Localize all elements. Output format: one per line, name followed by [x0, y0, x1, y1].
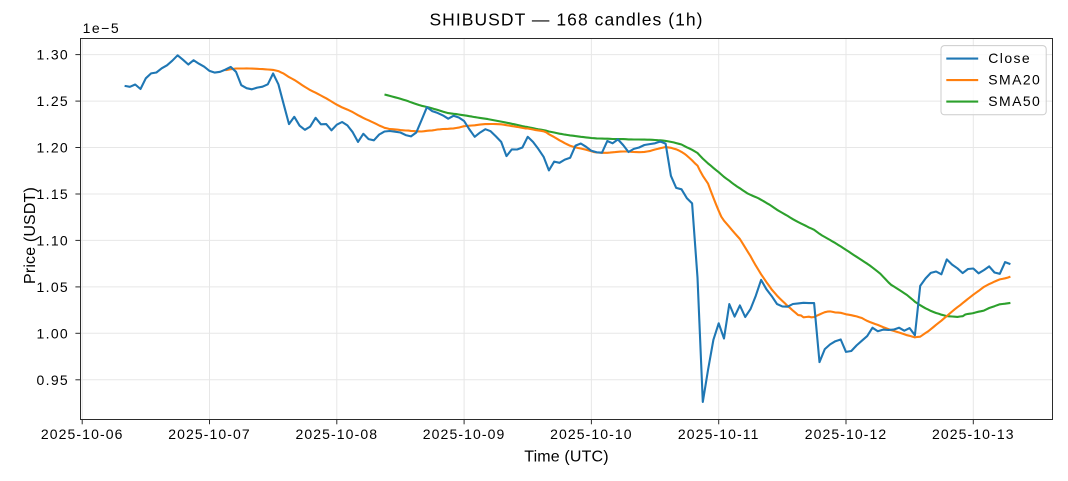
svg-text:SHIBUSDT — 168 candles (1h): SHIBUSDT — 168 candles (1h) — [429, 10, 703, 30]
svg-text:1.10: 1.10 — [37, 233, 69, 249]
svg-text:2025-10-11: 2025-10-11 — [678, 426, 760, 442]
svg-text:1.05: 1.05 — [37, 279, 69, 295]
svg-text:1e−5: 1e−5 — [83, 20, 121, 36]
svg-text:1.00: 1.00 — [37, 325, 69, 341]
svg-text:SMA50: SMA50 — [988, 93, 1041, 109]
svg-text:Time (UTC): Time (UTC) — [524, 449, 608, 466]
svg-text:1.15: 1.15 — [37, 186, 69, 202]
svg-text:2025-10-09: 2025-10-09 — [423, 426, 506, 442]
svg-text:Price (USDT): Price (USDT) — [22, 187, 39, 284]
svg-text:1.30: 1.30 — [37, 47, 69, 63]
svg-text:1.20: 1.20 — [37, 140, 69, 156]
svg-text:0.95: 0.95 — [37, 372, 69, 388]
svg-text:2025-10-12: 2025-10-12 — [805, 426, 888, 442]
svg-text:2025-10-07: 2025-10-07 — [168, 426, 251, 442]
svg-text:2025-10-13: 2025-10-13 — [932, 426, 1015, 442]
svg-text:2025-10-06: 2025-10-06 — [41, 426, 124, 442]
svg-text:Close: Close — [988, 50, 1031, 66]
svg-text:1.25: 1.25 — [37, 93, 69, 109]
svg-text:2025-10-10: 2025-10-10 — [550, 426, 633, 442]
svg-text:2025-10-08: 2025-10-08 — [295, 426, 378, 442]
svg-text:SMA20: SMA20 — [988, 71, 1041, 87]
